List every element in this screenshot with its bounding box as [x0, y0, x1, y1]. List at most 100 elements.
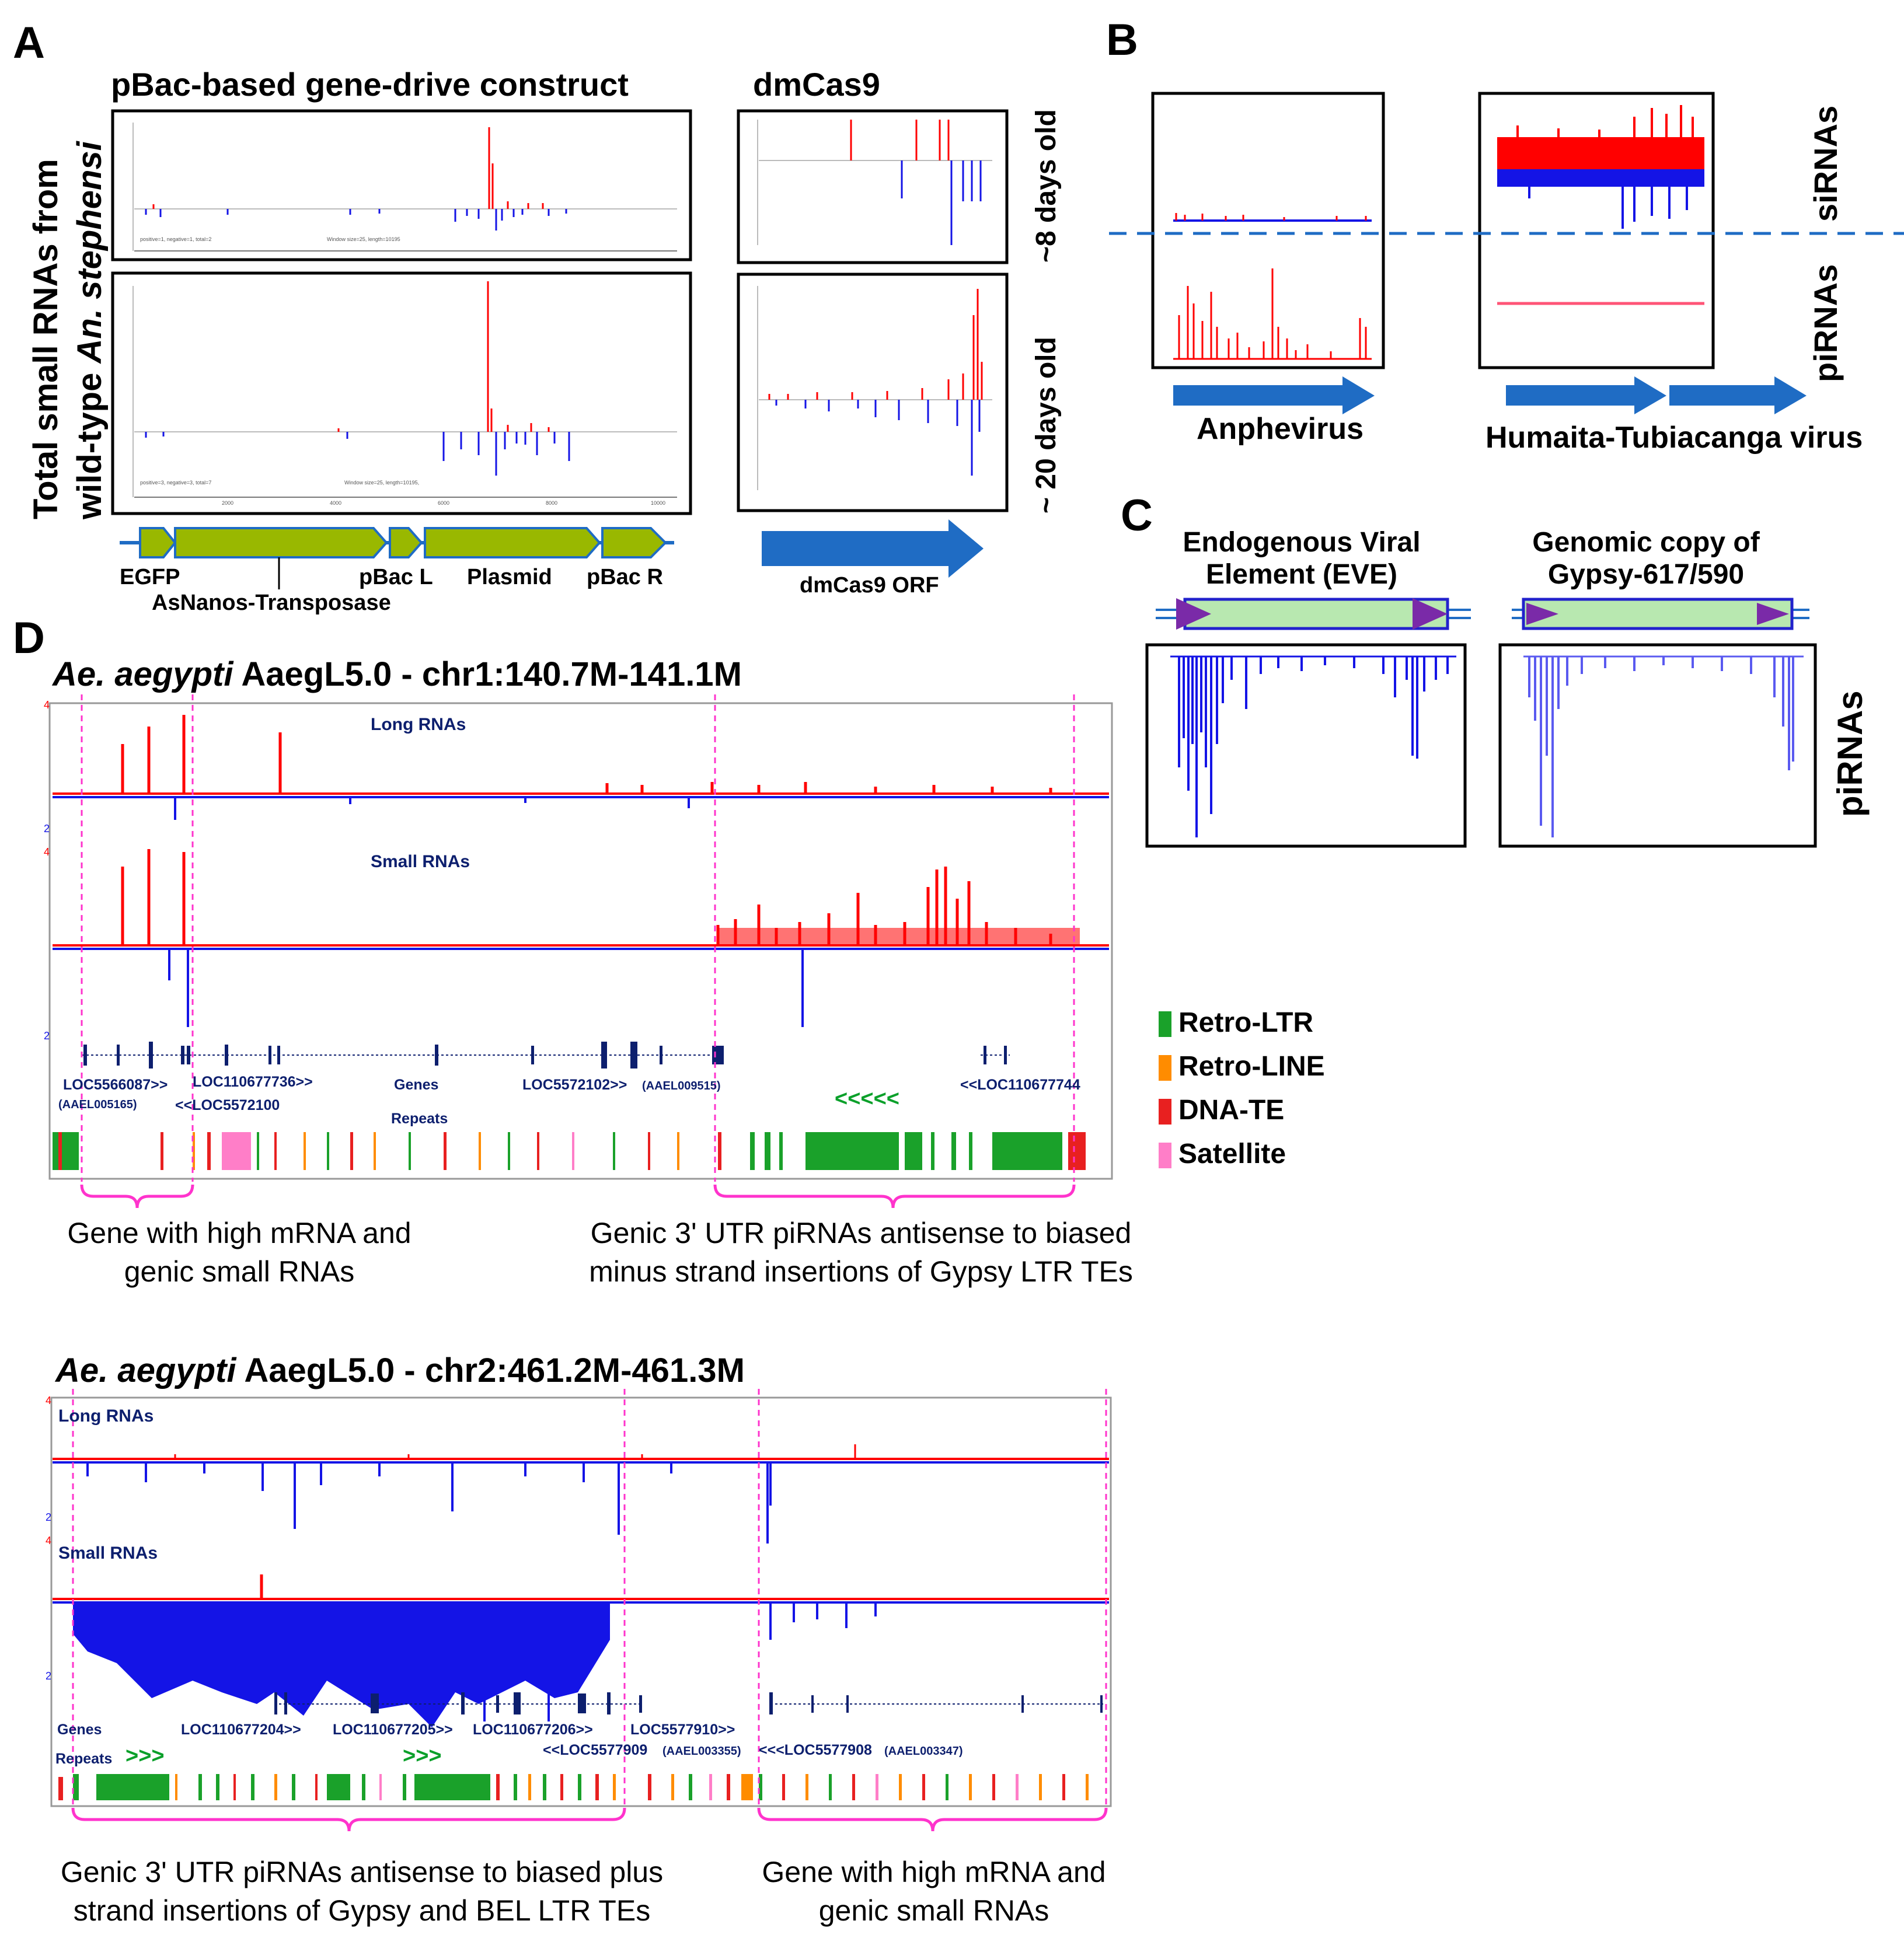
dmcas9-orf-arrow: [762, 519, 984, 578]
htv-segment-1-arrow: [1506, 376, 1666, 414]
htv-antisense-sirna-reads: [1497, 169, 1704, 187]
d2-long-rna-sense-reads: [174, 1444, 856, 1459]
d1-scale-bot-small: 2: [44, 1030, 50, 1042]
feature-label-transposase: AsNanos-Transposase: [152, 591, 391, 615]
d2-scale-bot-small: 2: [46, 1670, 52, 1682]
d2-gene-aael003347: (AAEL003347): [884, 1745, 963, 1758]
d1-genes-label: Genes: [394, 1077, 439, 1093]
d2-gene-aael003355: (AAEL003355): [662, 1745, 741, 1758]
d1-gene-loc110677736: LOC110677736>>: [193, 1074, 313, 1090]
d2-repeat-blocks: [58, 1774, 1089, 1800]
pirna-label-c: piRNAs: [1830, 690, 1870, 817]
feature-label-egfp: EGFP: [120, 565, 180, 589]
anphevirus-sirna-reads: [1175, 213, 1367, 221]
d2-scale-bot-long: 2: [46, 1511, 52, 1523]
d2-gene-loc5577909: <<LOC5577909: [543, 1742, 648, 1758]
dmcas9-orf-label: dmCas9 ORF: [800, 573, 939, 598]
d1-browser: [48, 694, 1113, 1209]
anphevirus-genome-arrow: [1173, 376, 1375, 414]
panel-b-plots: [1109, 92, 1904, 414]
d2-gene-loc110677205: LOC110677205>>: [333, 1721, 453, 1738]
d1-repeats-label: Repeats: [391, 1111, 448, 1127]
panel-label-c: C: [1121, 491, 1153, 540]
d1-left-bracket: [80, 1184, 194, 1209]
d1-long-rna-sense-reads: [121, 715, 1052, 794]
anphevirus-plot-frame: [1151, 92, 1385, 369]
d2-small-rna-antisense-reads: [73, 1602, 877, 1727]
d1-gene-loc5572102: LOC5572102>>: [522, 1077, 627, 1093]
construct-plot-20d-sense-reads: [337, 281, 550, 432]
eve-title: Endogenous Viral Element (EVE): [1183, 527, 1421, 590]
d2-gene-exons: [274, 1692, 1103, 1714]
transposase-feature: [174, 527, 388, 558]
d2-browser-frame: [50, 1396, 1112, 1807]
cas9-plot-20d-antisense-reads: [775, 400, 981, 476]
construct-plot-8d-sense-reads: [152, 127, 544, 209]
legend-retro-line: Retro-LINE: [1159, 1050, 1325, 1083]
d1-gene-aael009515: (AAEL009515): [642, 1080, 721, 1092]
d1-gene-exons: [83, 1042, 1007, 1068]
d1-minus-strand-arrows: <<<<<: [835, 1087, 899, 1111]
axis-tick-8000: 8000: [546, 500, 558, 506]
d2-title: Ae. aegypti AaegL5.0 - chr2:461.2M-461.3…: [55, 1352, 745, 1389]
construct-plot-20d-antisense-reads: [145, 432, 570, 476]
d1-repeat-blocks: [53, 1132, 1086, 1170]
panel-label-a: A: [13, 18, 45, 68]
plasmid-feature: [424, 527, 601, 558]
d2-scale-top-long: 4: [46, 1395, 52, 1406]
d2-note-left: Genic 3' UTR piRNAs antisense to biased …: [60, 1856, 664, 1927]
plot1-stats: positive=1, negative=1, total=2: [140, 236, 212, 242]
d2-long-rna-antisense-reads: [86, 1462, 772, 1544]
legend-swatch-retro-line: [1159, 1055, 1171, 1081]
panel-a-plots: [111, 109, 1009, 589]
legend-satellite: Satellite: [1159, 1138, 1286, 1170]
d2-region-guides: [72, 1389, 1107, 1809]
d1-gene-loc110677744: <<LOC110677744: [960, 1077, 1080, 1093]
pirna-label-b: piRNAs: [1807, 264, 1844, 382]
cas9-plot-8d-frame: [737, 109, 1009, 264]
d1-right-bracket: [713, 1184, 1076, 1209]
axis-tick-6000: 6000: [438, 500, 450, 506]
eve-element-box: [1183, 598, 1449, 630]
d1-scale-top-small: 4: [44, 846, 50, 858]
d1-gene-loc5572100: <<LOC5572100: [175, 1097, 280, 1113]
cas9-plot-8d-antisense-reads: [901, 160, 982, 245]
d1-note-left: Gene with high mRNA and genic small RNAs: [67, 1217, 412, 1288]
d2-plus-strand-arrows-2: >>>: [403, 1744, 442, 1768]
gypsy-pirna-reads: [1528, 657, 1794, 837]
d2-gene-loc110677206: LOC110677206>>: [473, 1721, 593, 1738]
d1-long-rna-antisense-reads: [174, 797, 690, 820]
gypsy-title: Genomic copy of Gypsy-617/590: [1532, 527, 1760, 590]
d2-gene-loc5577910: LOC5577910>>: [630, 1721, 735, 1738]
eve-ltr-left: [1176, 598, 1211, 630]
d1-small-rna-label: Small RNAs: [371, 852, 470, 871]
plot1-window: Window size=25, length=10195: [327, 236, 400, 242]
construct-plot-8d-frame: [111, 109, 692, 261]
panel-label-b: B: [1106, 15, 1138, 65]
d1-title: Ae. aegypti AaegL5.0 - chr1:140.7M-141.1…: [53, 655, 742, 693]
feature-label-pbac-l: pBac L: [359, 565, 433, 589]
cas9-plot-8d-sense-reads: [850, 120, 950, 160]
gypsy-ltr-right: [1757, 603, 1789, 625]
gypsy-ltr-left: [1526, 603, 1558, 625]
legend-retro-ltr: Retro-LTR: [1159, 1007, 1313, 1039]
eve-pirna-reads: [1178, 657, 1449, 837]
d2-long-rna-label: Long RNAs: [58, 1406, 154, 1426]
htv-plot-frame: [1478, 92, 1715, 369]
d2-left-bracket: [71, 1807, 626, 1832]
panel-label-d: D: [13, 613, 45, 663]
gypsy-pirna-plot-frame: [1498, 643, 1817, 848]
cas9-plot-20d-sense-reads: [768, 289, 983, 400]
d2-genes-label: Genes: [57, 1721, 102, 1738]
d1-gene-aael005165: (AAEL005165): [58, 1098, 137, 1111]
feature-label-pbac-r: pBac R: [587, 565, 663, 589]
d2-right-bracket: [757, 1807, 1108, 1832]
plot2-stats: positive=3, negative=3, total=7: [140, 480, 212, 486]
d2-repeats-label: Repeats: [55, 1751, 113, 1767]
d2-scale-top-small: 4: [46, 1535, 52, 1546]
pbac-r-feature: [601, 527, 667, 558]
axis-tick-4000: 4000: [330, 500, 342, 506]
d2-gene-loc5577908: <<<LOC5577908: [759, 1742, 872, 1758]
htv-label: Humaita-Tubiacanga virus: [1485, 421, 1863, 455]
construct-plot-8d-antisense-reads: [145, 209, 567, 231]
